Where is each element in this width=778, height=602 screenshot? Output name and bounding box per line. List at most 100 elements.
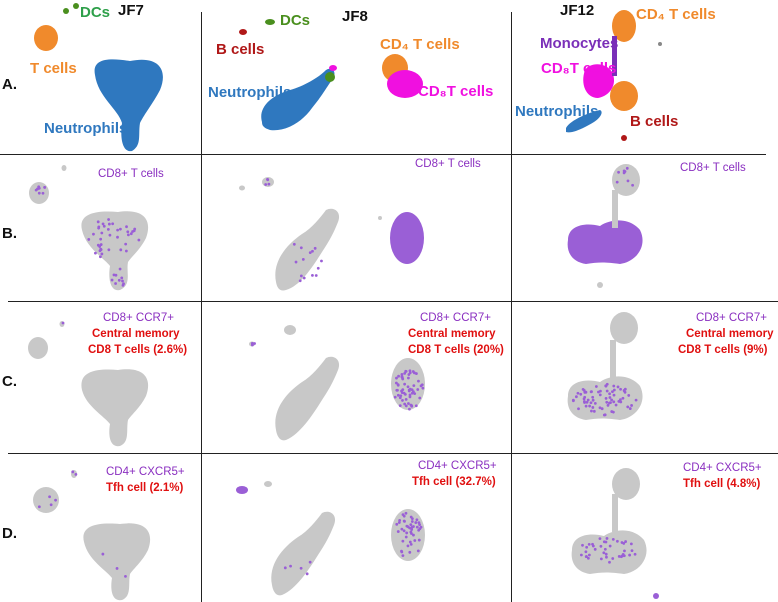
jf12-c-ccr7-dot [612, 388, 616, 392]
jf12-b-speck [597, 282, 603, 288]
jf7-b-cd8-dot [131, 230, 134, 233]
jf12-d-tfh-dot [624, 540, 627, 543]
jf7-b-cd8-dot [116, 228, 120, 232]
column-divider-1 [201, 12, 202, 602]
jf8-b-cd8-dot [294, 260, 298, 264]
jf12-c-ccr7-dot [628, 407, 632, 410]
jf8-c-ccr7-dot [400, 374, 404, 378]
jf7-b-cd8-dot [129, 232, 133, 236]
jf8-c-ccr7-dot [412, 384, 416, 388]
jf8-d-tfh-dot [415, 525, 419, 529]
jf7-d-tfh-dot [54, 498, 57, 502]
jf7-cd8-pct-label: CD8 T cells (2.6%) [88, 344, 188, 356]
jf7-d-tfh-dot [71, 470, 75, 474]
jf7-b-cd8-dot [43, 185, 47, 189]
jf12-bcell-cluster [621, 135, 627, 141]
jf7-d-tfh-dot [115, 567, 119, 570]
jf12-d-tfh-dot [615, 539, 619, 543]
jf7-b-cd8-dot [124, 242, 128, 246]
jf8-c-ccr7-dot [408, 393, 412, 397]
jf7-b-cd8-dot [97, 226, 101, 230]
jf12-c-ccr7-dot [610, 398, 613, 402]
jf12-neutrophil-cluster [566, 110, 602, 133]
jf12-c-ccr7-dot [621, 396, 625, 400]
jf7-c-tcell-cluster [28, 337, 48, 359]
jf12-d-tfh-dot [585, 545, 589, 549]
column-header-jf12: JF12 [560, 2, 595, 19]
jf12-c-ccr7-dot [571, 399, 575, 403]
jf7-b-cd8-dot [37, 191, 41, 195]
jf12-c-ccr7-dot [576, 391, 580, 395]
jf7-b-cd8-dot [110, 278, 114, 282]
jf8-d-tfh-dot [401, 554, 405, 558]
jf8-c-ccr7-dot [414, 404, 418, 408]
jf12-d-tfh-dot [605, 555, 608, 559]
jf7-c-main-cluster [81, 369, 149, 447]
jf12-b-cd8-dot [615, 180, 619, 184]
jf8-dcs-label: DCs [280, 12, 311, 29]
jf8-c-ccr7-dot [407, 388, 411, 392]
jf12-d-tfh-dot [621, 553, 625, 556]
jf8-d-tfh-dot [410, 520, 414, 523]
jf8-cd8-speck [329, 65, 337, 71]
jf8-d-tfh-dot [305, 572, 309, 576]
jf8-b-cd8-dot [298, 279, 302, 283]
jf8-b-small-cluster [378, 216, 382, 220]
jf12-c-ccr7-dot [591, 398, 595, 402]
jf7-dc-cluster [73, 3, 79, 9]
jf7-tcells-label: T cells [30, 60, 77, 77]
jf12-c-ccr7-dot [588, 404, 592, 408]
jf8-ccr7-marker-label: CD8+ CCR7+ [420, 312, 491, 324]
jf12-c-ccr7-dot [612, 400, 616, 404]
jf12-b-cd8-dot [626, 179, 630, 183]
jf12-c-ccr7-dot [589, 390, 593, 394]
jf8-c-ccr7-dot [418, 396, 422, 400]
jf8-b-cd8-dot [292, 242, 296, 246]
jf8-tfh-pct-label: Tfh cell (32.7%) [412, 476, 496, 488]
jf8-d-tfh-dot [404, 511, 408, 515]
jf8-c-ccr7-dot [410, 391, 414, 395]
jf12-d-tfh-dot [608, 544, 612, 548]
jf12-small-speck [658, 42, 662, 46]
jf8-cxcr5-marker-label: CD4+ CXCR5+ [418, 460, 497, 472]
jf8-b-cd8-dot [299, 246, 303, 250]
jf8-c-ccr7-dot [403, 402, 407, 406]
jf8-cd8-label: CD₈T cells [418, 83, 494, 100]
jf12-c-ccr7-dot [591, 406, 595, 409]
jf7-b-cd8-dot [99, 237, 103, 241]
row-divider-2 [8, 301, 778, 302]
jf12-c-ccr7-dot [577, 407, 580, 411]
jf7-b-cd8-dot [117, 278, 121, 282]
jf12-b-stem [612, 190, 618, 228]
jf8-d-tfh-dot [402, 529, 406, 533]
jf12-d-stem [612, 494, 618, 532]
jf12-c-ccr7-dot [634, 398, 638, 402]
jf8-d-tfh-dot [308, 560, 312, 564]
jf12-cd8-pct-label: CD8 T cells (9%) [678, 344, 768, 356]
jf8-b-cd8-dot [320, 259, 323, 263]
row-divider-1 [0, 154, 766, 155]
column-header-jf8: JF8 [342, 8, 368, 25]
jf12-c-ccr7-dot [611, 390, 614, 394]
jf7-ccr7-marker-label: CD8+ CCR7+ [103, 312, 174, 324]
jf12-c-ccr7-dot [599, 389, 602, 393]
jf8-d-tfh-dot [417, 528, 421, 532]
jf8-d-tfh-dot [417, 521, 421, 525]
jf12-c-ccr7-dot [623, 390, 627, 394]
jf12-d-tfh-dot [581, 543, 584, 547]
jf7-neutrophils-label: Neutrophils [44, 120, 128, 137]
jf8-b-main-cluster [275, 208, 340, 291]
jf8-b-cd8-cluster [390, 212, 424, 264]
jf8-neutrophils-label: Neutrophils [208, 84, 292, 101]
jf7-b-cd8-dot [116, 235, 119, 239]
jf8-c-ccr7-dot [407, 376, 410, 380]
jf8-d-tfh-dot [409, 523, 413, 527]
jf12-d-tfh-dot [611, 538, 615, 541]
jf7-d-tfh-dot [48, 495, 51, 499]
jf12-c-ccr7-dot [582, 388, 586, 392]
jf7-d-tfh-dot [49, 503, 53, 507]
row-label-a: A. [2, 76, 17, 93]
jf12-c-ccr7-dot [594, 385, 598, 388]
jf8-c-ccr7-dot [406, 385, 410, 389]
jf12-d-tfh-dot [587, 553, 591, 557]
